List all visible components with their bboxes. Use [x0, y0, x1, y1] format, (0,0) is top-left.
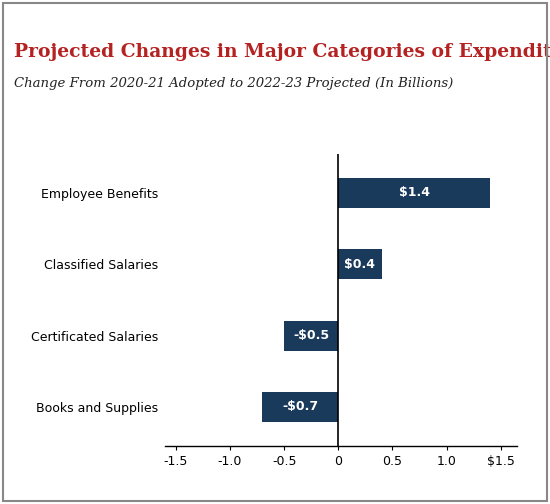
Bar — [338, 178, 490, 208]
Text: Projected Changes in Major Categories of Expenditures: Projected Changes in Major Categories of… — [14, 43, 550, 61]
Text: $0.4: $0.4 — [344, 258, 376, 271]
Bar — [338, 249, 382, 279]
Text: -$0.7: -$0.7 — [282, 400, 318, 413]
Text: Change From 2020-21 Adopted to 2022-23 Projected (In Billions): Change From 2020-21 Adopted to 2022-23 P… — [14, 77, 453, 90]
Bar — [284, 321, 338, 350]
Text: Figure 6: Figure 6 — [18, 12, 82, 26]
Bar — [262, 392, 338, 422]
Text: $1.4: $1.4 — [399, 186, 430, 200]
Text: -$0.5: -$0.5 — [293, 329, 329, 342]
